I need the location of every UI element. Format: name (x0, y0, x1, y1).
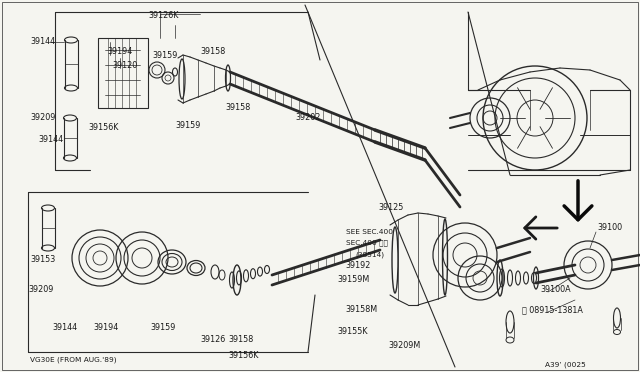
Text: 39159: 39159 (150, 324, 175, 333)
Text: 39153: 39153 (30, 256, 55, 264)
Text: 39194: 39194 (93, 324, 118, 333)
Text: 39192: 39192 (345, 260, 371, 269)
Text: 39209: 39209 (30, 113, 56, 122)
Text: A39’ (0025: A39’ (0025 (545, 362, 586, 368)
Text: SEE SEC.400: SEE SEC.400 (346, 229, 393, 235)
Text: 39159: 39159 (152, 51, 177, 60)
Text: 39155K: 39155K (337, 327, 367, 337)
Text: 39156K: 39156K (228, 350, 259, 359)
Text: 39144: 39144 (30, 38, 55, 46)
Bar (98, 38, 148, 108)
Text: 39100: 39100 (597, 224, 622, 232)
Text: (38514): (38514) (355, 252, 384, 258)
Text: 39126K: 39126K (148, 12, 179, 20)
Text: 39126: 39126 (200, 336, 225, 344)
Text: 39158: 39158 (225, 103, 250, 112)
Text: 39144: 39144 (38, 135, 63, 144)
Text: 39158: 39158 (200, 48, 225, 57)
Text: 39100A: 39100A (540, 285, 571, 295)
Text: 39209: 39209 (28, 285, 53, 295)
Text: 39158: 39158 (228, 336, 253, 344)
Text: 39159: 39159 (175, 121, 200, 129)
Text: 39125: 39125 (378, 203, 403, 212)
Text: 39194: 39194 (107, 48, 132, 57)
Text: VG30E (FROM AUG.'89): VG30E (FROM AUG.'89) (30, 357, 116, 363)
Text: 39209M: 39209M (388, 340, 420, 350)
Text: Ⓜ 08915-1381A: Ⓜ 08915-1381A (522, 305, 583, 314)
Text: 39120: 39120 (112, 61, 137, 70)
Text: 39202: 39202 (295, 113, 321, 122)
Text: 39158M: 39158M (345, 305, 377, 314)
Text: 39156K: 39156K (88, 124, 118, 132)
Text: 39159M: 39159M (337, 276, 369, 285)
Text: 39144: 39144 (52, 324, 77, 333)
Text: SEC.400 参照: SEC.400 参照 (346, 240, 388, 246)
